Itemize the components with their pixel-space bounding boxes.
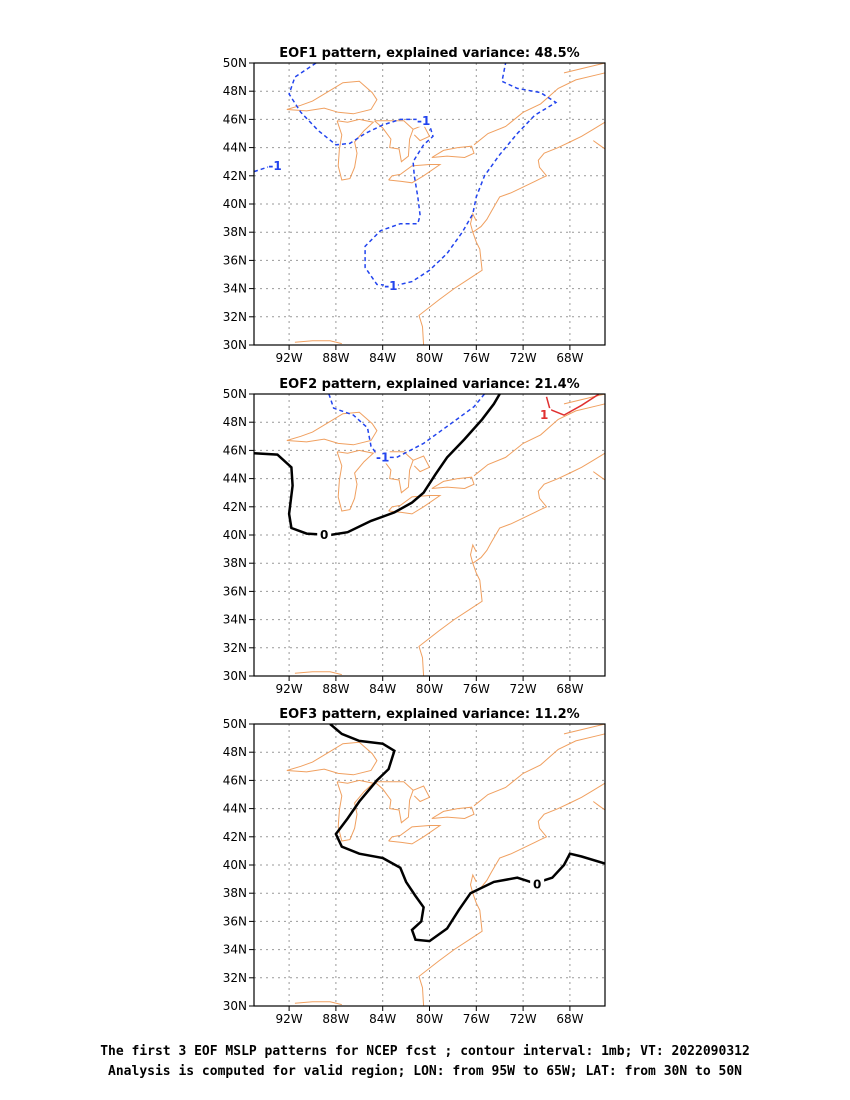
caption-line-1: The first 3 EOF MSLP patterns for NCEP f… [100, 1044, 750, 1059]
lat-tick-label: 32N [223, 641, 247, 655]
lon-tick-label: 88W [322, 682, 349, 696]
contour-line [288, 63, 558, 287]
lat-tick-label: 34N [223, 943, 247, 957]
lat-tick-label: 36N [223, 253, 247, 267]
lat-tick-label: 32N [223, 971, 247, 985]
gridlines [254, 724, 605, 1006]
lat-tick-label: 44N [223, 472, 247, 486]
coastlines [286, 63, 605, 345]
lat-tick-label: 38N [223, 556, 247, 570]
eof-maps: EOF1 pattern, explained variance: 48.5% -… [223, 46, 606, 1026]
eof-panel-1: EOF1 pattern, explained variance: 48.5% -… [223, 46, 606, 365]
lat-tick-label: 32N [223, 310, 247, 324]
lon-tick-label: 72W [510, 682, 537, 696]
contour-label: -1 [268, 159, 281, 173]
lat-tick-label: 50N [223, 56, 247, 70]
eof-panel-3: EOF3 pattern, explained variance: 11.2% 0… [223, 707, 606, 1026]
panel-title: EOF2 pattern, explained variance: 21.4% [279, 377, 579, 392]
lat-tick-label: 50N [223, 717, 247, 731]
contours [254, 63, 558, 287]
lat-tick-label: 34N [223, 282, 247, 296]
lon-tick-label: 72W [510, 351, 537, 365]
coastlines [286, 394, 605, 676]
lat-tick-label: 40N [223, 528, 247, 542]
lat-tick-label: 36N [223, 914, 247, 928]
lon-tick-label: 84W [369, 351, 396, 365]
eof-panel-2: EOF2 pattern, explained variance: 21.4% -… [223, 377, 606, 696]
contour-line [329, 724, 605, 943]
coastlines [286, 724, 605, 1006]
contour-label: -1 [417, 114, 430, 128]
lon-tick-label: 92W [276, 682, 303, 696]
lat-tick-label: 48N [223, 745, 247, 759]
lon-tick-label: 68W [556, 682, 583, 696]
lon-tick-label: 76W [463, 351, 490, 365]
lon-tick-label: 80W [416, 682, 443, 696]
contour-label: 1 [540, 408, 548, 422]
lat-tick-label: 40N [223, 197, 247, 211]
contour-line [254, 394, 501, 537]
lat-tick-label: 46N [223, 112, 247, 126]
lon-tick-label: 92W [276, 1012, 303, 1026]
lat-tick-label: 46N [223, 443, 247, 457]
lon-tick-label: 80W [416, 1012, 443, 1026]
lat-tick-label: 46N [223, 773, 247, 787]
lon-tick-label: 88W [322, 1012, 349, 1026]
lat-tick-label: 42N [223, 830, 247, 844]
caption-line-2: Analysis is computed for valid region; L… [108, 1064, 742, 1079]
lat-tick-label: 30N [223, 999, 247, 1013]
lat-tick-label: 38N [223, 886, 247, 900]
lat-tick-label: 48N [223, 84, 247, 98]
panel-title: EOF3 pattern, explained variance: 11.2% [279, 707, 579, 722]
lat-tick-label: 44N [223, 802, 247, 816]
lon-tick-label: 68W [556, 1012, 583, 1026]
panel-title: EOF1 pattern, explained variance: 48.5% [279, 46, 579, 61]
lat-tick-label: 36N [223, 584, 247, 598]
lat-tick-label: 50N [223, 387, 247, 401]
lon-tick-label: 84W [369, 1012, 396, 1026]
lat-tick-label: 48N [223, 415, 247, 429]
lon-tick-label: 68W [556, 351, 583, 365]
lon-tick-label: 72W [510, 1012, 537, 1026]
contour-label: 0 [320, 528, 328, 542]
gridlines [254, 63, 605, 345]
lat-tick-label: 42N [223, 500, 247, 514]
lon-tick-label: 76W [463, 1012, 490, 1026]
lon-tick-label: 84W [369, 682, 396, 696]
lon-tick-label: 88W [322, 351, 349, 365]
contour-label: -1 [376, 450, 389, 464]
lat-tick-label: 40N [223, 858, 247, 872]
contours [329, 724, 605, 943]
lat-tick-label: 42N [223, 169, 247, 183]
lon-tick-label: 76W [463, 682, 490, 696]
lon-tick-label: 92W [276, 351, 303, 365]
lat-tick-label: 34N [223, 613, 247, 627]
lat-tick-label: 38N [223, 225, 247, 239]
lat-tick-label: 30N [223, 669, 247, 683]
lon-tick-label: 80W [416, 351, 443, 365]
lat-tick-label: 44N [223, 141, 247, 155]
contour-label: 0 [533, 878, 541, 892]
lat-tick-label: 30N [223, 338, 247, 352]
contour-line [545, 394, 600, 416]
contour-label: -1 [384, 279, 397, 293]
contour-line [328, 394, 486, 459]
gridlines [254, 394, 605, 676]
